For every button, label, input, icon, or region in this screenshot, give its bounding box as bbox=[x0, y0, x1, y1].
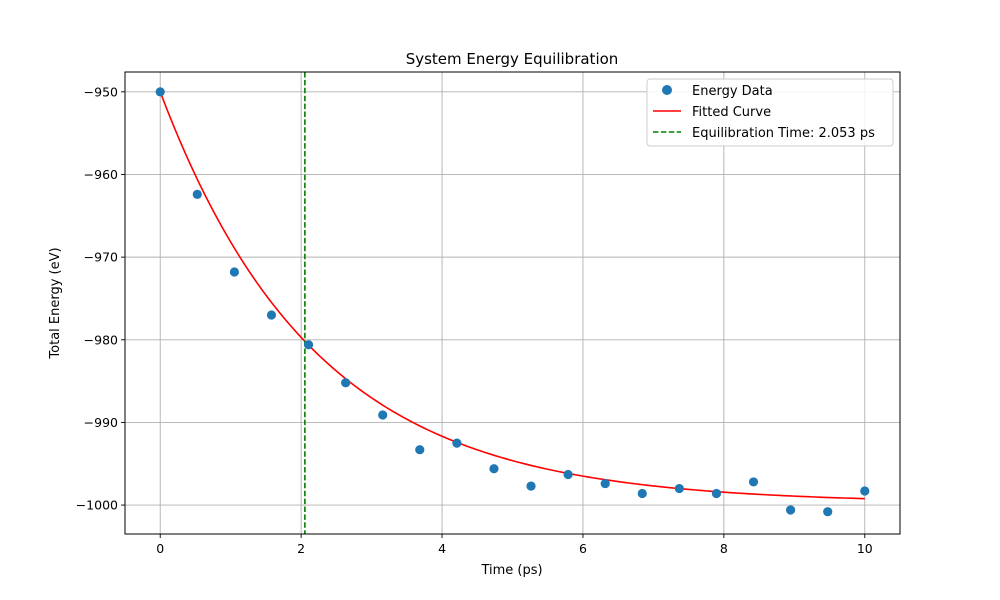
energy-data-point bbox=[378, 410, 388, 420]
energy-data-point bbox=[341, 378, 351, 388]
plot-frame bbox=[124, 71, 901, 535]
curves bbox=[159, 72, 865, 534]
data-points bbox=[155, 87, 870, 517]
plot-area bbox=[125, 72, 900, 534]
energy-data-point bbox=[563, 469, 573, 480]
legend-frame bbox=[646, 78, 894, 147]
y-tick-label: −970 bbox=[84, 250, 118, 265]
energy-data-point bbox=[155, 87, 165, 97]
energy-data-point bbox=[860, 486, 870, 496]
fitted-curve-line bbox=[159, 91, 865, 500]
energy-data-point bbox=[637, 488, 647, 499]
axis-ticks: 0 2 4 6 8 10 −950 −960 −970 −980 −990 −1000 bbox=[76, 84, 873, 556]
y-tick-label: −950 bbox=[84, 84, 118, 99]
energy-data-point bbox=[748, 477, 759, 487]
legend: Energy Data Fitted Curve Equilibration T… bbox=[646, 78, 894, 147]
y-tick-label: −990 bbox=[84, 415, 118, 430]
legend-label-energy-data: Energy Data bbox=[692, 84, 773, 99]
x-tick-label: 4 bbox=[438, 541, 446, 556]
x-tick-label: 10 bbox=[857, 541, 873, 556]
energy-data-point bbox=[526, 481, 536, 491]
energy-data-point bbox=[266, 310, 277, 320]
energy-data-point bbox=[415, 445, 425, 455]
x-tick-label: 2 bbox=[297, 541, 305, 556]
legend-marker-energy-data bbox=[662, 85, 672, 95]
x-tick-label: 6 bbox=[579, 541, 587, 556]
legend-label-fitted-curve: Fitted Curve bbox=[692, 105, 771, 120]
x-tick-label: 8 bbox=[720, 541, 728, 556]
energy-data-point bbox=[674, 483, 684, 494]
energy-data-point bbox=[711, 488, 722, 499]
energy-data-point bbox=[192, 189, 202, 199]
y-tick-label: −960 bbox=[84, 167, 118, 182]
energy-data-point bbox=[303, 340, 314, 350]
x-axis-label: Time (ps) bbox=[480, 563, 542, 578]
energy-data-point bbox=[452, 438, 462, 448]
x-tick-label: 0 bbox=[156, 541, 164, 556]
y-tick-label: −1000 bbox=[76, 498, 118, 513]
y-axis-label: Total Energy (eV) bbox=[48, 247, 63, 359]
energy-data-point bbox=[600, 478, 610, 489]
y-tick-label: −980 bbox=[84, 332, 118, 347]
energy-data-point bbox=[489, 464, 499, 474]
energy-data-point bbox=[229, 267, 240, 277]
chart-title: System Energy Equilibration bbox=[406, 50, 619, 68]
energy-data-point bbox=[823, 507, 833, 517]
energy-data-point bbox=[785, 505, 796, 515]
legend-label-equilibration-time: Equilibration Time: 2.053 ps bbox=[692, 126, 875, 141]
